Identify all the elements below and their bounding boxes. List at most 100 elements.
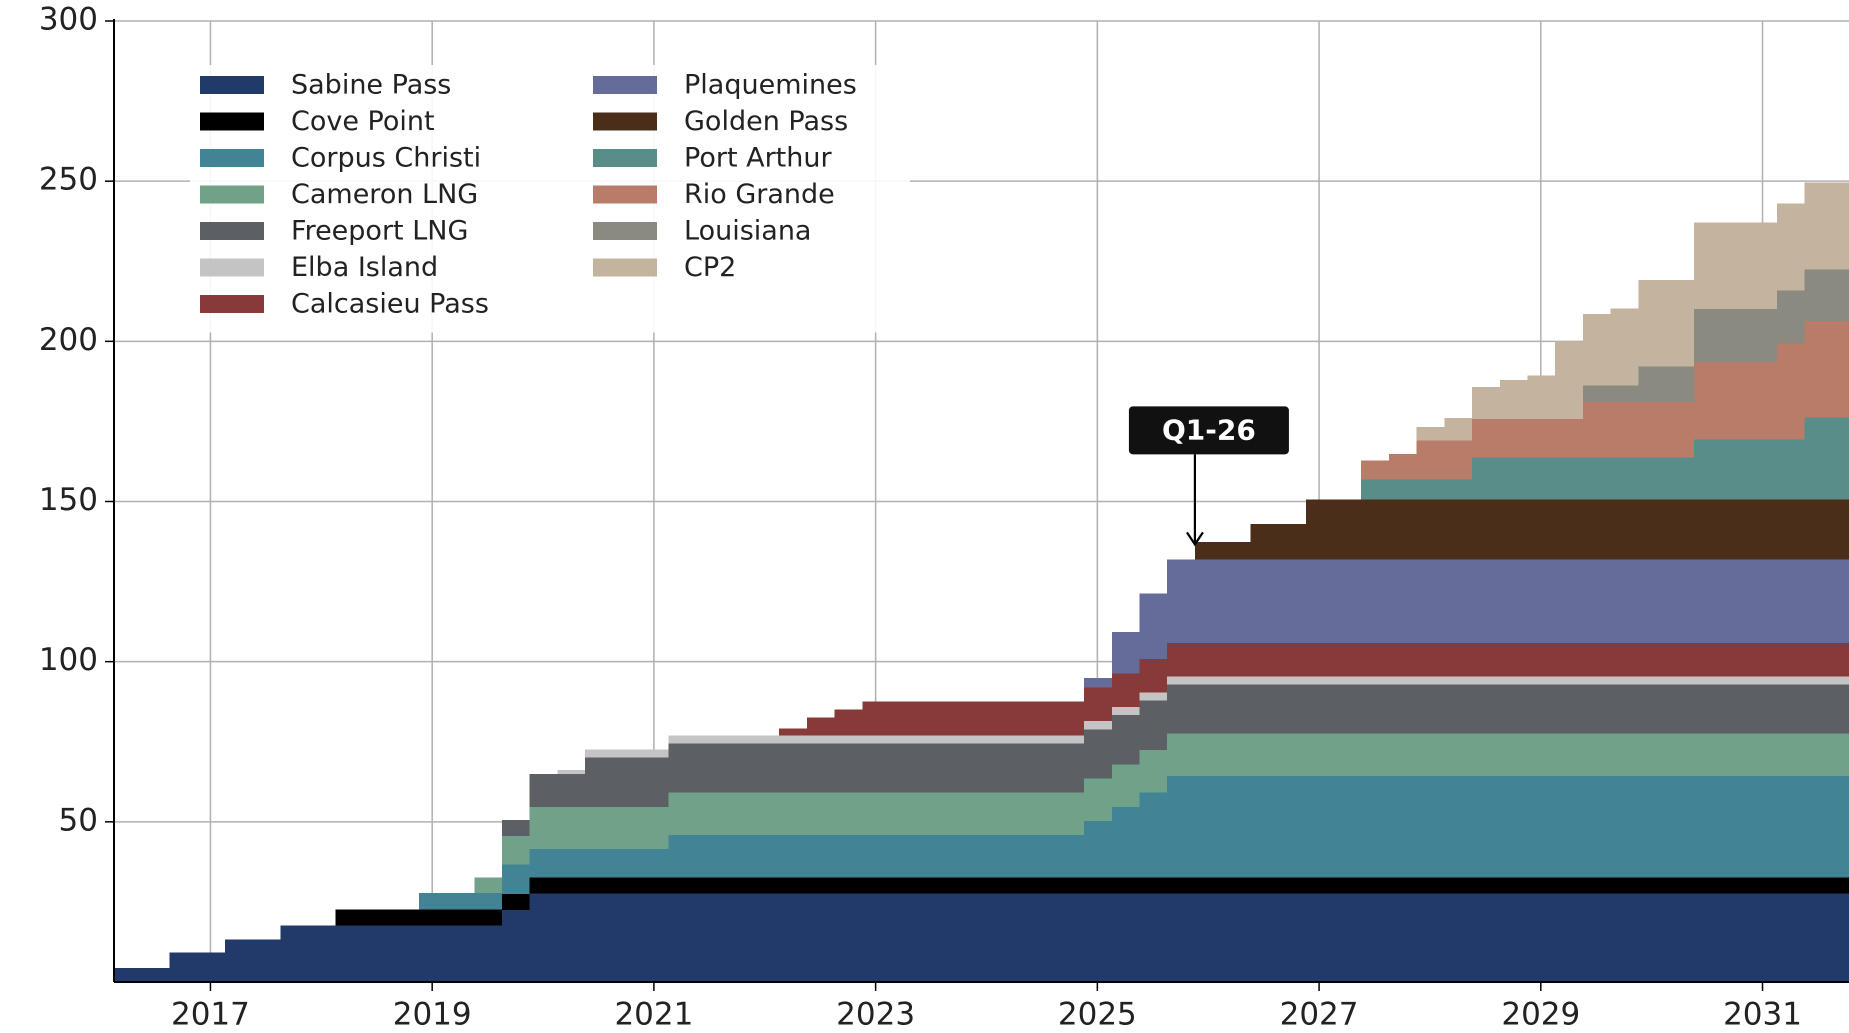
area-segment [1582,893,1612,982]
x-tick-label: 2023 [836,997,915,1033]
area-segment [1693,439,1778,500]
legend-swatch [200,222,264,240]
area-segment [1194,776,1251,878]
area-segment [1693,776,1778,878]
area-segment [1804,877,1849,894]
area-segment [668,877,780,894]
area-segment [1582,877,1612,894]
area-segment [1527,418,1556,458]
area-segment [779,893,808,982]
area-segment [1111,806,1141,878]
legend-label: Calcasieu Pass [291,289,489,320]
area-segment [1804,676,1849,685]
area-segment [474,877,503,893]
area-segment [1804,776,1849,878]
area-segment [1472,684,1501,734]
area-segment [1555,733,1584,777]
area-segment [1499,893,1529,982]
area-segment [1444,776,1473,878]
area-segment [1555,499,1584,560]
area-segment [1416,893,1445,982]
x-tick-label: 2031 [1723,997,1802,1033]
area-segment [1250,684,1307,734]
area-segment [1305,776,1362,878]
area-segment [1167,776,1196,878]
area-segment [1167,559,1196,643]
area-segment [1416,499,1445,560]
area-segment [529,893,559,982]
x-tick-label: 2021 [614,997,693,1033]
area-segment [1472,457,1501,500]
area-segment [1776,776,1806,878]
area-segment [1139,750,1168,793]
area-segment [1444,440,1473,480]
area-segment [1638,457,1695,500]
area-segment [1139,792,1168,878]
area-segment [1499,733,1529,777]
area-segment [1305,877,1362,894]
area-segment [1638,676,1695,685]
area-segment [668,893,780,982]
area-segment [862,834,1085,878]
area-segment [1194,559,1251,643]
area-segment [1388,559,1418,643]
area-segment [1582,776,1612,878]
area-segment [779,792,808,835]
area-segment [169,952,226,982]
area-segment [834,735,863,744]
area-segment [806,893,836,982]
legend-box [190,65,910,333]
area-segment [1250,877,1307,894]
area-segment [1361,684,1390,734]
legend-label: Louisiana [684,216,811,247]
area-segment [1416,479,1445,500]
area-segment [1527,375,1556,419]
area-segment [1472,642,1501,677]
area-segment [1305,893,1362,982]
area-segment [1416,440,1445,480]
area-segment [1361,499,1390,560]
area-segment [1693,499,1778,560]
area-segment [585,893,669,982]
area-segment [1084,678,1113,688]
area-segment [1250,733,1307,777]
area-segment [779,743,808,793]
area-segment [1250,893,1307,982]
y-tick-label: 300 [39,2,98,38]
area-segment [418,925,475,982]
legend-swatch [200,295,264,313]
area-segment [1416,877,1445,894]
area-segment [1305,676,1362,685]
area-segment [1582,684,1612,734]
area-segment [1416,642,1445,677]
area-segment [1776,499,1806,560]
area-segment [1111,631,1141,674]
legend-swatch [593,258,657,277]
area-segment [1610,308,1639,386]
area-segment [418,909,475,926]
area-segment [1194,893,1251,982]
area-segment [1361,676,1390,685]
area-segment [1111,893,1141,982]
area-segment [1776,642,1806,677]
area-segment [224,939,281,982]
annotation: Q1-26 [1128,406,1289,547]
area-segment [1776,343,1806,440]
area-segment [1776,893,1806,982]
area-segment [1388,733,1418,777]
area-segment [585,849,669,878]
area-segment [474,892,503,910]
area-segment [1610,385,1639,402]
area-segment [1804,642,1849,677]
area-segment [1472,499,1501,560]
area-segment [1305,642,1362,677]
area-segment [557,893,586,982]
area-segment [834,877,863,894]
area-segment [1804,269,1849,322]
area-segment [1472,776,1501,878]
area-segment [1305,559,1362,643]
area-segment [1582,401,1612,458]
area-segment [474,909,503,926]
legend-swatch [200,112,264,131]
area-segment [1693,877,1778,894]
